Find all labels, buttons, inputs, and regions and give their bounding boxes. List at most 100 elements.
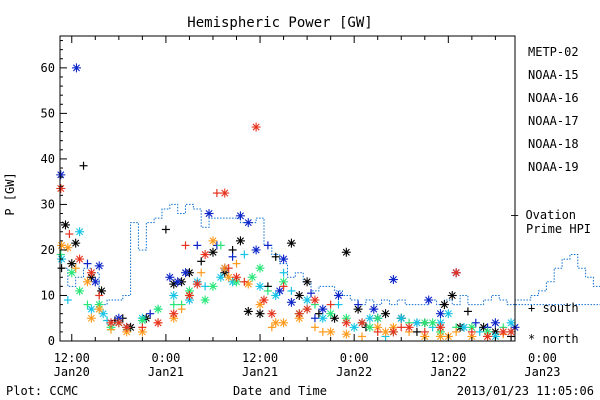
data-point-south <box>287 286 296 295</box>
data-point-south <box>354 300 363 309</box>
data-point-south <box>56 250 65 259</box>
data-point-north <box>381 327 391 337</box>
data-point-south <box>71 264 80 273</box>
data-point-south <box>224 264 233 273</box>
data-point-north <box>208 281 218 291</box>
data-point-south <box>193 241 202 250</box>
data-point-south <box>240 277 249 286</box>
y-tick-label: 60 <box>41 61 55 75</box>
data-point-north <box>439 300 449 310</box>
data-point-north <box>224 272 234 282</box>
data-point-south <box>181 241 190 250</box>
data-point-north <box>208 247 218 257</box>
data-point-south <box>263 241 272 250</box>
legend-marker-south: + south <box>528 301 579 315</box>
data-point-north <box>506 327 516 337</box>
data-point-south <box>161 225 170 234</box>
data-point-north <box>255 309 265 319</box>
data-point-south <box>467 327 476 336</box>
data-point-south <box>138 323 147 332</box>
data-point-north <box>106 318 116 328</box>
data-point-north <box>71 238 81 248</box>
data-point-north <box>181 268 191 278</box>
data-point-north <box>326 309 336 319</box>
data-point-north <box>235 211 245 221</box>
data-point-north <box>60 220 70 230</box>
data-point-north <box>63 243 73 253</box>
data-point-north <box>192 279 202 289</box>
data-point-north <box>294 290 304 300</box>
data-point-north <box>302 304 312 314</box>
data-point-south <box>212 189 221 198</box>
data-point-north <box>259 295 269 305</box>
data-point-north <box>412 318 422 328</box>
data-point-south <box>197 268 206 277</box>
data-point-south <box>201 282 210 291</box>
data-point-north <box>82 277 92 287</box>
plot-timestamp: 2013/01/23 11:05:06 <box>457 384 594 398</box>
data-point-north <box>255 281 265 291</box>
data-point-south <box>420 327 429 336</box>
data-point-south <box>228 245 237 254</box>
data-point-north <box>310 295 320 305</box>
x-tick-label-date: Jan22 <box>430 365 466 379</box>
data-point-north <box>232 272 242 282</box>
y-tick-label: 50 <box>41 106 55 120</box>
data-point-north <box>490 318 500 328</box>
data-point-north <box>447 290 457 300</box>
data-point-north <box>86 313 96 323</box>
y-axis-label: P [GW] <box>3 172 17 215</box>
data-point-north <box>208 236 218 246</box>
data-point-south <box>177 305 186 314</box>
data-point-south <box>307 289 316 298</box>
data-point-north <box>424 295 434 305</box>
data-point-south <box>358 332 367 341</box>
data-point-south <box>95 291 104 300</box>
x-tick-label-time: 12:00 <box>242 351 278 365</box>
x-axis-label: Date and Time <box>233 384 327 398</box>
data-point-north <box>318 304 328 314</box>
data-point-north <box>94 261 104 271</box>
x-tick-label-time: 12:00 <box>54 351 90 365</box>
plot-area <box>56 63 600 341</box>
data-point-north <box>255 263 265 273</box>
data-point-north <box>97 286 107 296</box>
data-point-south <box>318 327 327 336</box>
data-point-north <box>286 297 296 307</box>
data-point-north <box>381 309 391 319</box>
data-point-north <box>388 327 398 337</box>
data-point-north <box>94 304 104 314</box>
data-point-north <box>428 318 438 328</box>
data-point-south <box>373 327 382 336</box>
data-point-north <box>349 322 359 332</box>
x-tick-label-time: 12:00 <box>430 351 466 365</box>
data-point-south <box>326 300 335 309</box>
data-point-north <box>330 313 340 323</box>
data-point-north <box>279 318 289 328</box>
data-point-north <box>220 188 230 198</box>
series-noaa-17 <box>56 241 516 337</box>
data-point-north <box>435 322 445 332</box>
data-point-north <box>302 277 312 287</box>
data-point-south <box>271 252 280 261</box>
data-point-north <box>388 275 398 285</box>
data-point-south <box>197 257 206 266</box>
data-point-north <box>67 259 77 269</box>
data-point-north <box>459 322 469 332</box>
data-point-north <box>341 318 351 328</box>
axes: 010203040506012:00Jan200:00Jan2112:00Jan… <box>41 35 561 379</box>
data-point-south <box>65 230 74 239</box>
x-tick-label-time: 0:00 <box>151 351 180 365</box>
data-point-north <box>247 272 257 282</box>
data-point-north <box>243 279 253 289</box>
y-tick-label: 10 <box>41 288 55 302</box>
y-tick-label: 20 <box>41 243 55 257</box>
data-point-north <box>498 327 508 337</box>
data-point-north <box>483 331 493 341</box>
data-point-south <box>463 307 472 316</box>
data-point-north <box>90 277 100 287</box>
data-point-north <box>506 318 516 328</box>
data-point-north <box>71 63 81 73</box>
data-point-north <box>169 290 179 300</box>
y-tick-label: 0 <box>48 334 55 348</box>
